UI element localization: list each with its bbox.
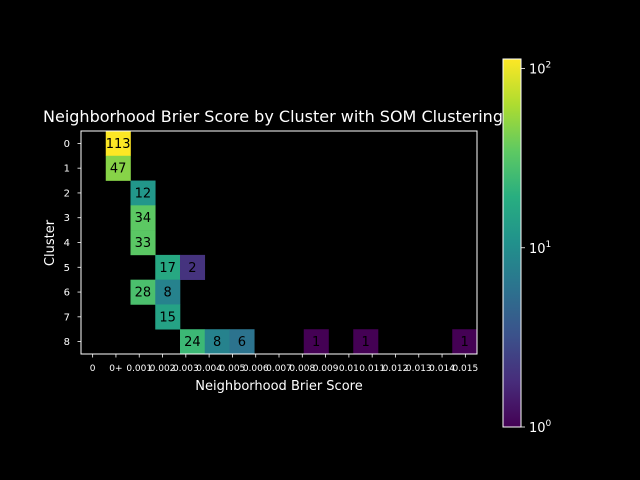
cell-value-label: 34 [135, 211, 152, 226]
cell-value-label: 2 [188, 261, 196, 276]
x-tick-label: 0+ [109, 364, 122, 374]
cell-value-label: 1 [312, 335, 320, 350]
x-tick-label: 0.006 [243, 364, 269, 374]
cells-layer: 113 47 12 34 33 17 2 28 8 15 24 8 6 1 1 1 [105, 131, 478, 355]
cell-value-label: 1 [460, 335, 468, 350]
y-tick-label: 0 [64, 139, 70, 150]
heatmap-cell [105, 155, 131, 181]
y-axis-ticks: 0 1 2 3 4 5 6 7 8 [64, 139, 81, 348]
heatmap-cell [229, 329, 255, 355]
x-tick-label: 0.005 [220, 364, 246, 374]
y-tick-label: 1 [64, 164, 70, 175]
colorbar-tick-label: 100 [529, 419, 552, 436]
heatmap-cell [303, 329, 329, 355]
cell-value-label: 28 [135, 286, 152, 301]
y-tick-label: 2 [64, 188, 70, 199]
x-tick-label: 0.013 [406, 364, 432, 374]
heatmap-cell [452, 329, 478, 355]
y-axis-label: Cluster [43, 219, 58, 266]
x-tick-label: 0.011 [359, 364, 385, 374]
cell-value-label: 47 [110, 162, 127, 177]
y-tick-label: 8 [64, 337, 70, 348]
x-tick-label: 0.012 [383, 364, 409, 374]
x-tick-label: 0 [90, 364, 96, 374]
cell-value-label: 113 [106, 137, 131, 152]
heatmap-cell [204, 329, 230, 355]
heatmap-cell [130, 205, 156, 231]
cell-value-label: 1 [361, 335, 369, 350]
y-tick-label: 7 [64, 312, 70, 323]
cell-value-label: 12 [135, 186, 152, 201]
x-tick-label: 0.01 [339, 364, 359, 374]
heatmap-cell [130, 180, 156, 206]
x-tick-label: 0.014 [429, 364, 455, 374]
heatmap-cell [105, 131, 131, 157]
y-tick-label: 6 [64, 288, 70, 299]
y-tick-label: 3 [64, 213, 70, 224]
x-axis-label: Neighborhood Brier Score [195, 379, 362, 394]
x-tick-label: 0.007 [266, 364, 292, 374]
heatmap-cell [180, 254, 206, 280]
colorbar-tick-label: 101 [529, 240, 551, 257]
x-tick-label: 0.001 [126, 364, 152, 374]
colorbar-tick-label: 102 [529, 61, 551, 78]
cell-value-label: 33 [135, 236, 152, 251]
x-tick-label: 0.004 [196, 364, 222, 374]
heatmap-cell [353, 329, 379, 355]
heatmap-cell [155, 254, 181, 280]
x-tick-label: 0.003 [173, 364, 199, 374]
y-tick-label: 4 [64, 238, 70, 249]
colorbar-ticks: 100 101 102 [521, 61, 552, 436]
heatmap-cell [130, 279, 156, 305]
heatmap-cell [155, 279, 181, 305]
cell-value-label: 15 [159, 310, 176, 325]
cell-value-label: 24 [184, 335, 201, 350]
cell-value-label: 6 [238, 335, 246, 350]
chart-title: Neighborhood Brier Score by Cluster with… [43, 107, 503, 126]
x-axis-ticks: 0 0+ 0.0010.0020.0030.0040.0050.0060.0070.… [90, 354, 478, 374]
colorbar [502, 58, 522, 428]
y-tick-label: 5 [64, 263, 70, 274]
x-tick-label: 0.008 [289, 364, 315, 374]
cell-value-label: 17 [159, 261, 176, 276]
x-tick-label: 0.002 [150, 364, 176, 374]
heatmap-cell [180, 329, 206, 355]
x-tick-label: 0.009 [313, 364, 339, 374]
cell-value-label: 8 [213, 335, 221, 350]
x-tick-label: 0.015 [452, 364, 478, 374]
heatmap-cell [155, 304, 181, 330]
cell-value-label: 8 [163, 286, 171, 301]
heatmap-cell [130, 230, 156, 256]
